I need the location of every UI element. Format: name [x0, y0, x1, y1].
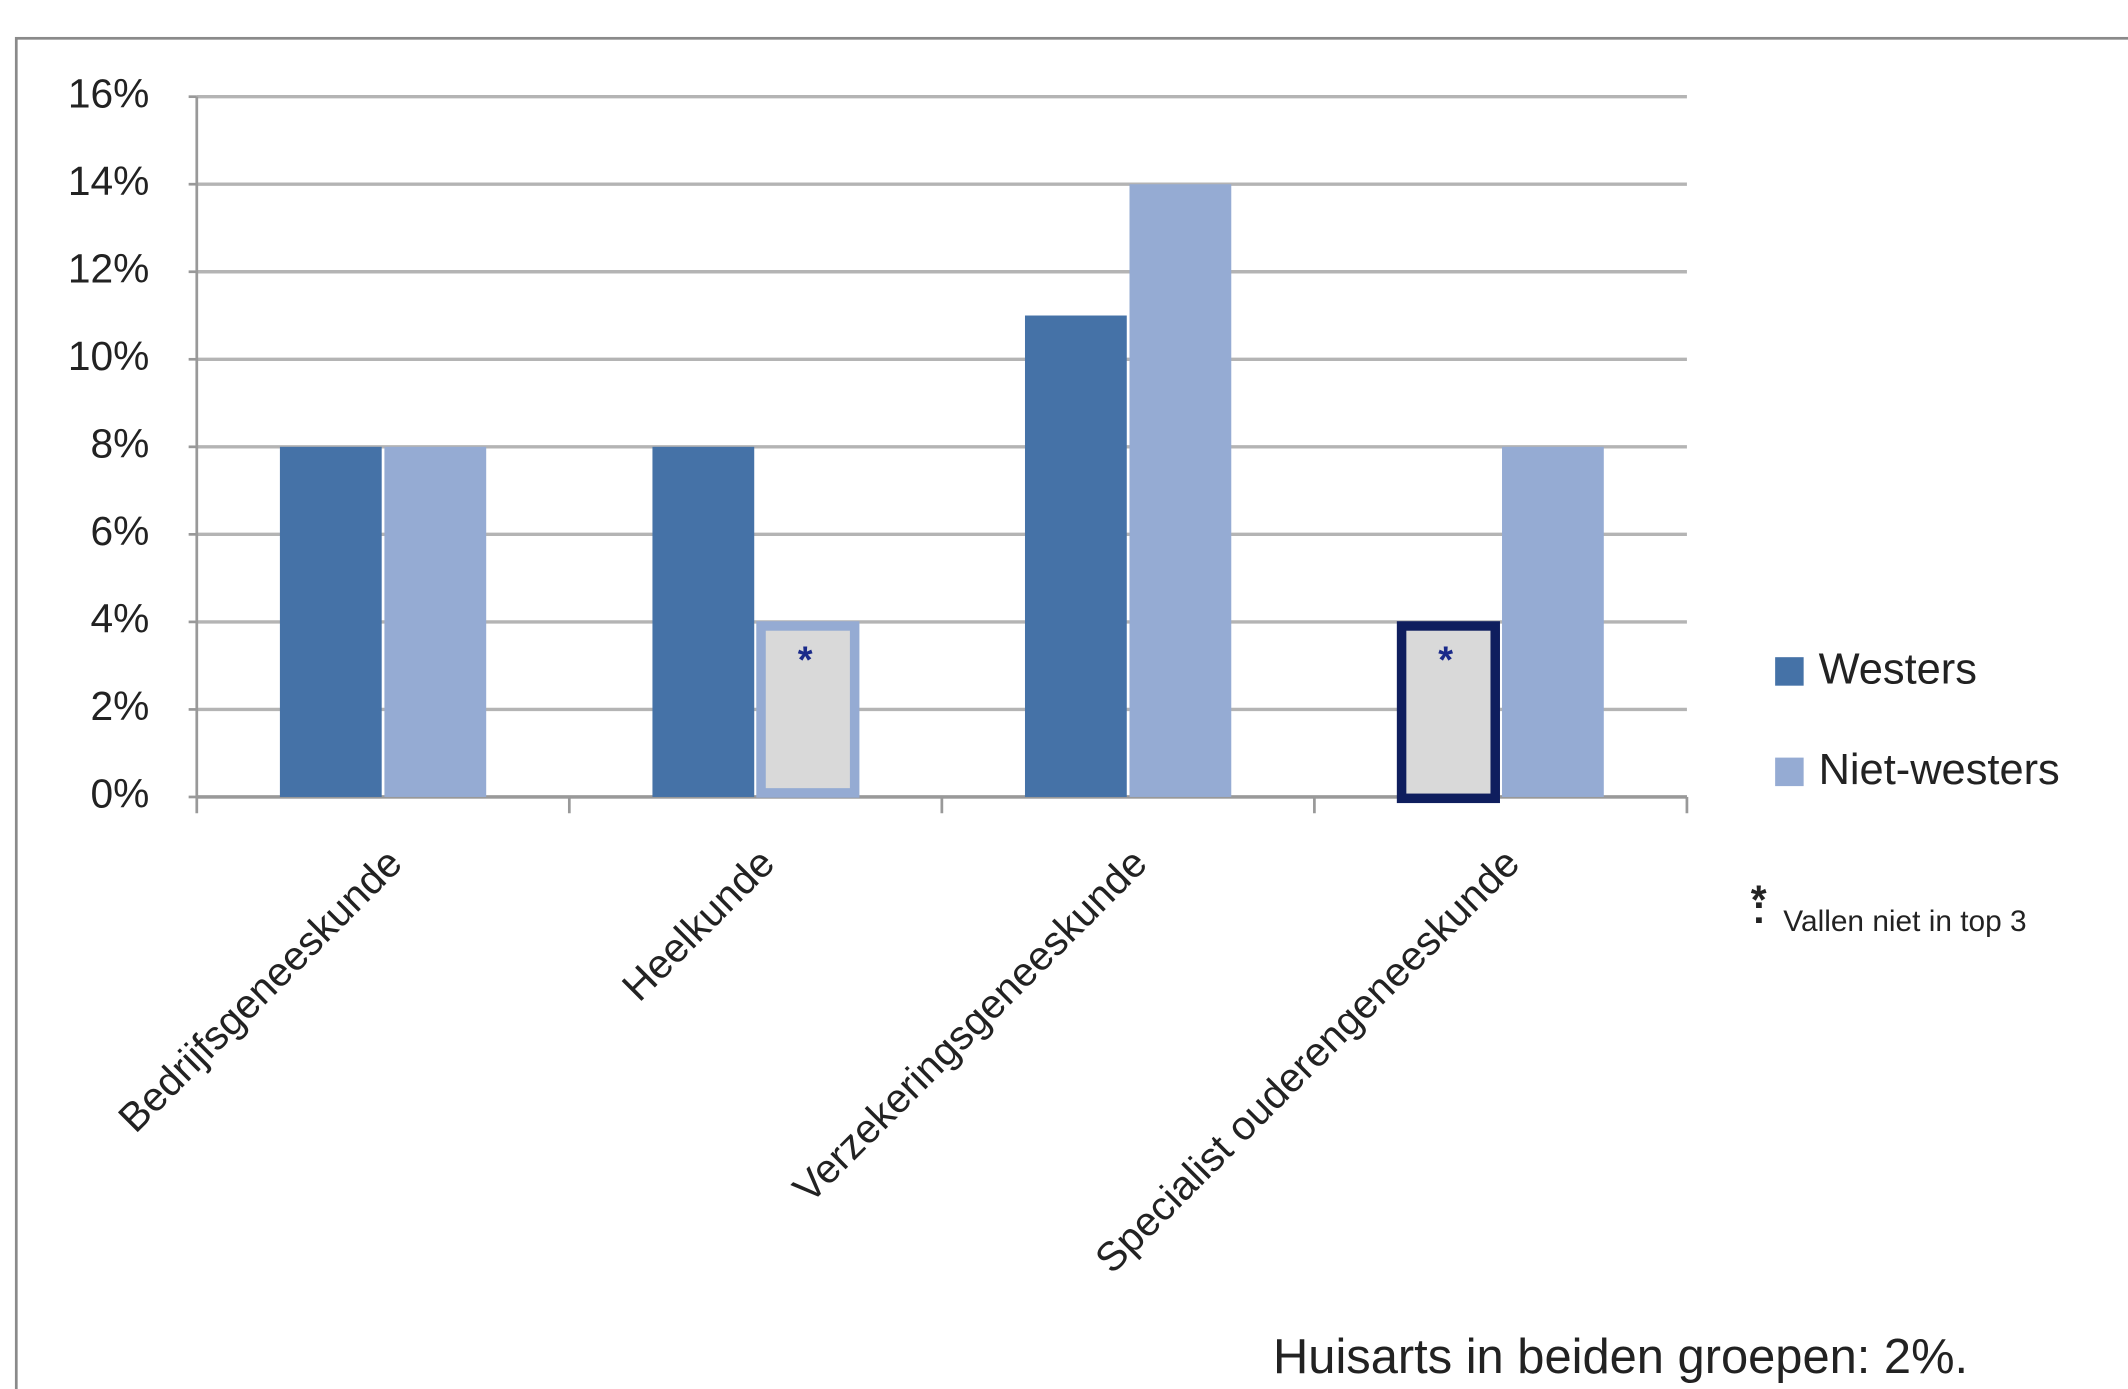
chart-frame	[14, 36, 2128, 1389]
note: Huisarts in beiden groepen: 2%.	[1273, 1330, 1968, 1384]
bar	[1024, 315, 1127, 797]
legend-label: Westers	[1819, 646, 1977, 694]
x-tick-label: Specialist ouderengeneeskunde	[1086, 839, 1528, 1281]
bar	[384, 446, 487, 797]
y-tick-label: 6%	[90, 508, 149, 554]
x-tick-label: Heelkunde	[613, 839, 783, 1009]
bar-marker: *	[798, 640, 813, 682]
bar	[652, 446, 755, 797]
footnote-colon: :	[1752, 886, 1766, 932]
y-tick-label: 4%	[90, 596, 149, 642]
legend-swatch	[1775, 757, 1804, 787]
y-tick-label: 0%	[90, 771, 149, 817]
bar	[756, 621, 860, 798]
y-tick-label: 12%	[68, 246, 149, 292]
x-tick-label: Bedrijfsgeneeskunde	[109, 839, 410, 1140]
y-tick-label: 2%	[90, 683, 149, 729]
legend-swatch	[1775, 657, 1804, 686]
footnote: Vallen niet in top 3	[1783, 905, 2026, 938]
legend-label: Niet-westers	[1819, 746, 2060, 794]
bar	[1396, 621, 1500, 804]
y-tick-label: 16%	[68, 70, 149, 116]
footnote-marker: *	[1751, 877, 1767, 923]
bar	[1502, 446, 1604, 797]
y-tick-label: 8%	[90, 421, 149, 467]
y-tick-label: 14%	[68, 158, 149, 204]
y-tick-label: 10%	[68, 333, 149, 379]
x-tick-label: Verzekeringsgeneeskunde	[784, 839, 1156, 1211]
bar-marker: *	[1438, 640, 1453, 682]
bar	[279, 446, 382, 797]
bar	[1129, 184, 1232, 797]
